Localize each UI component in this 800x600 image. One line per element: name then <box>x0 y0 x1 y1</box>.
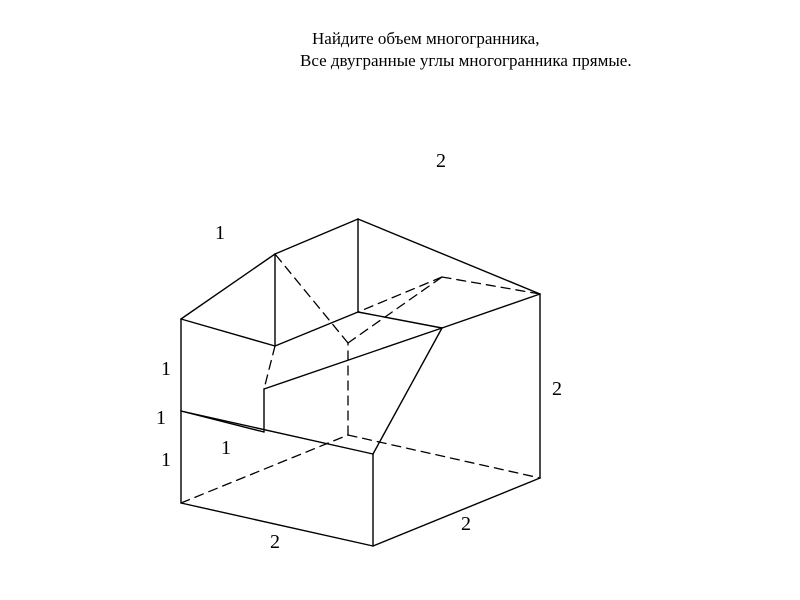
hidden-edge-H-K <box>275 254 348 343</box>
edge-K-L <box>275 219 358 254</box>
solid-edges <box>181 219 540 546</box>
edge-M-K <box>181 254 275 319</box>
problem-line-2: Все двугранные углы многогранника прямые… <box>300 50 632 72</box>
dim-label-4: 1 <box>156 407 166 429</box>
hidden-edge-A-D <box>181 435 348 503</box>
edge-B-C <box>373 478 540 546</box>
dim-label-6: 2 <box>552 378 562 400</box>
dim-label-5: 1 <box>221 437 231 459</box>
dashed-edges <box>181 254 540 503</box>
hidden-edge-R-G <box>442 277 540 294</box>
problem-text: Найдите объем многогранника, Все двугран… <box>300 28 632 72</box>
dimension-labels: 2 1 1 1 1 1 2 2 2 <box>156 150 562 553</box>
dim-label-2: 1 <box>161 358 171 380</box>
edge-M-O <box>181 319 275 346</box>
edge-E-F <box>181 411 373 454</box>
hidden-edge-O-N <box>264 346 275 389</box>
dim-label-7: 2 <box>461 513 471 535</box>
problem-line-1: Найдите объем многогранника, <box>300 28 632 50</box>
edge-E-I <box>181 411 264 432</box>
edge-F-Q <box>373 328 442 454</box>
dim-label-3: 1 <box>161 449 171 471</box>
dim-label-8: 2 <box>270 531 280 553</box>
hidden-edge-D-C <box>348 435 540 478</box>
edge-P-Q <box>358 312 442 328</box>
polyhedron-diagram: 2 1 1 1 1 1 2 2 2 <box>125 135 585 555</box>
edge-N-Q <box>264 328 442 389</box>
edge-Q-G <box>442 294 540 328</box>
dim-label-1: 1 <box>215 222 225 244</box>
edge-G-L <box>358 219 540 294</box>
dim-label-0: 2 <box>436 150 446 172</box>
